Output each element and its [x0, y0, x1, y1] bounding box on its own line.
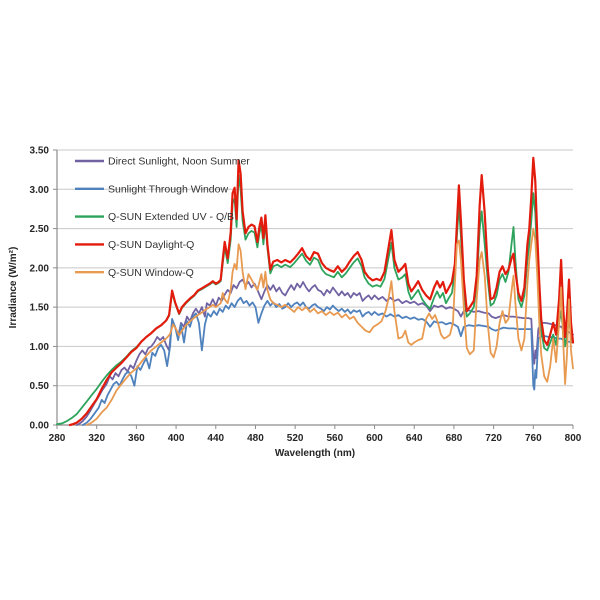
axes: 0.00 0.50 1.00 1.50 2.00 2.50 3.00 3.50 280 320 36… [30, 146, 582, 445]
y-tick-label: 3.50 [30, 146, 50, 157]
x-tick-label: 400 [168, 433, 185, 444]
legend-item: Sunlight Through Window [75, 183, 228, 195]
legend-item: Direct Sunlight, Noon Summer [75, 156, 250, 168]
legend-item: Q-SUN Extended UV - Q/B [75, 211, 234, 223]
y-tick-label: 3.00 [30, 185, 50, 196]
series-line-q-sun-window-q [85, 227, 574, 426]
x-tick-label: 720 [485, 433, 502, 444]
x-tick-label: 600 [366, 433, 383, 444]
gridlines [57, 149, 573, 387]
y-tick-label: 0.50 [30, 381, 50, 392]
y-axis-title: Irradiance (W/m²) [8, 247, 19, 329]
legend-label: Sunlight Through Window [108, 183, 228, 195]
x-tick-label: 640 [406, 433, 423, 444]
y-tick-label: 2.00 [30, 263, 50, 274]
x-tick-label: 480 [247, 433, 264, 444]
x-tick-label: 360 [128, 433, 145, 444]
y-tick-label: 1.50 [30, 303, 50, 314]
x-tick-label: 760 [525, 433, 542, 444]
y-tick-label: 2.50 [30, 224, 50, 235]
series-line-q-sun-daylight-q [68, 156, 575, 427]
legend-label: Q-SUN Daylight-Q [108, 239, 194, 251]
x-axis-title: Wavelength (nm) [275, 448, 355, 459]
x-tick-label: 440 [207, 433, 224, 444]
x-tick-label: 280 [49, 433, 66, 444]
y-tick-label: 0.00 [30, 421, 50, 432]
x-tick-label: 800 [565, 433, 582, 444]
x-tick-label: 680 [446, 433, 463, 444]
legend-item: Q-SUN Daylight-Q [75, 239, 194, 251]
series-line-direct-sunlight-noon-summer [75, 278, 574, 426]
x-tick-label: 320 [88, 433, 105, 444]
legend-item: Q-SUN Window-Q [75, 267, 194, 279]
legend: Direct Sunlight, Noon Summer Sunlight Thr… [75, 156, 250, 279]
legend-label: Direct Sunlight, Noon Summer [108, 156, 250, 168]
series-lines [56, 156, 575, 427]
x-tick-label: 520 [287, 433, 304, 444]
legend-label: Q-SUN Window-Q [108, 267, 194, 279]
y-tick-label: 1.00 [30, 342, 50, 353]
x-tick-label: 560 [327, 433, 344, 444]
legend-label: Q-SUN Extended UV - Q/B [108, 211, 234, 223]
